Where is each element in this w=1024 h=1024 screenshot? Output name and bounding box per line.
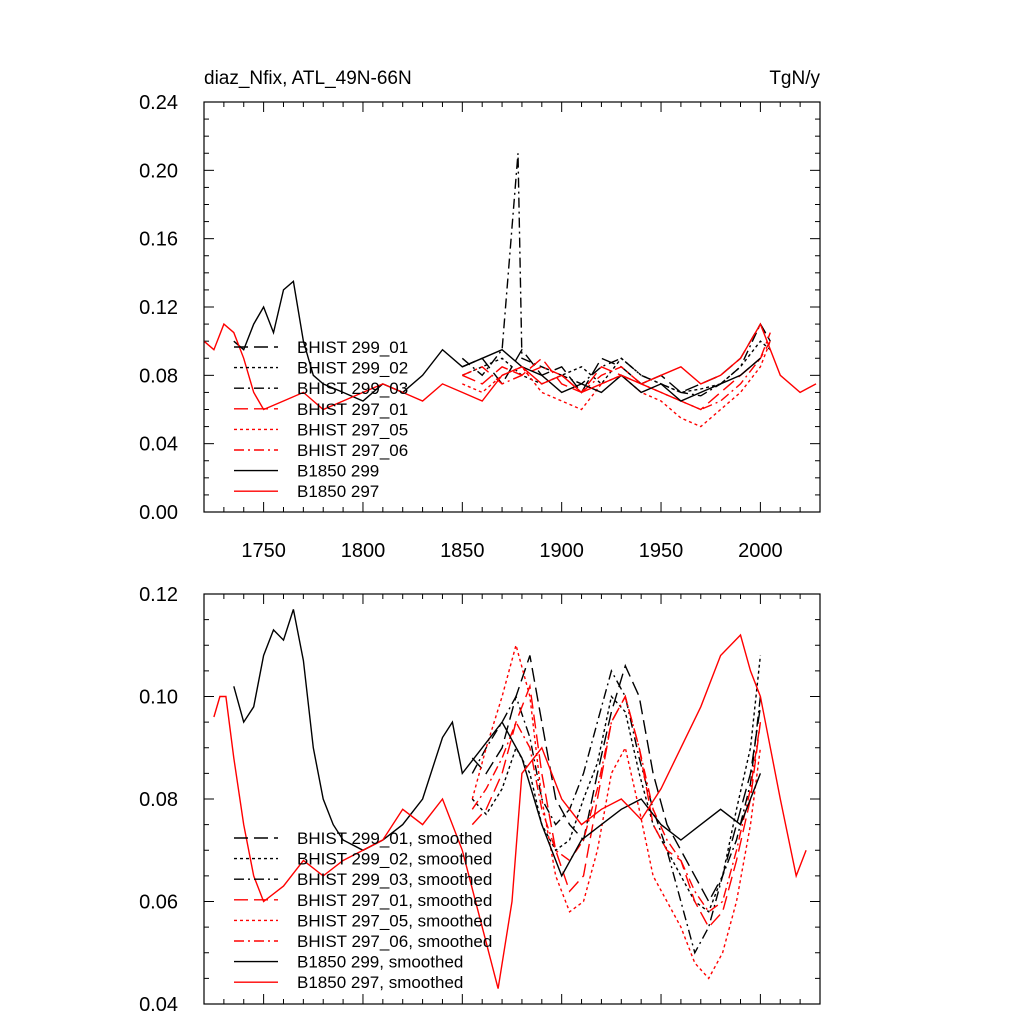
bottom-plot-frame [203, 593, 821, 1005]
top-legend-label: BHIST 297_06 [297, 441, 408, 460]
top-ytick-label: 0.12 [139, 297, 178, 319]
top-chart-units: TgN/y [769, 68, 820, 89]
top-legend-label: BHIST 297_05 [297, 420, 408, 439]
bottom-legend-label: BHIST 297_05, smoothed [297, 911, 492, 930]
top-series-line-6 [462, 332, 771, 411]
bottom-series-line-7 [233, 609, 762, 878]
bottom-series-line-1 [471, 655, 762, 903]
top-xtick-label: 1950 [639, 540, 684, 562]
top-plot-frame [203, 101, 821, 513]
bottom-series-line-5 [471, 642, 762, 980]
top-series-line-5 [462, 340, 771, 428]
top-legend-label: BHIST 297_01 [297, 400, 408, 419]
top-ytick-label: 0.00 [139, 502, 178, 524]
top-axis-ticks: 1750 1800 1850 1900 1950 2000 0.00 0.04 0.08 0.12… [139, 92, 820, 562]
top-legend-label: B1850 297 [297, 482, 379, 501]
top-ytick-label: 0.08 [139, 365, 178, 387]
top-xtick-label: 1900 [539, 540, 584, 562]
bottom-legend-label: BHIST 299_02, smoothed [297, 850, 492, 869]
bottom-ytick-label: 0.04 [139, 994, 178, 1016]
top-legend-label: BHIST 299_03 [297, 379, 408, 398]
top-series-line-8 [203, 322, 817, 411]
top-xtick-label: 1800 [341, 540, 386, 562]
top-legend-label: BHIST 299_02 [297, 359, 408, 378]
top-series-line-4 [462, 340, 771, 411]
bottom-legend-label: B1850 299, smoothed [297, 953, 463, 972]
bottom-ytick-label: 0.10 [139, 687, 178, 709]
top-chart-title: diaz_Nfix, ATL_49N-66N [204, 68, 412, 89]
top-xtick-label: 1850 [440, 540, 485, 562]
bottom-ytick-label: 0.06 [139, 892, 178, 914]
top-series-line-3 [461, 153, 771, 397]
top-ytick-label: 0.16 [139, 229, 178, 251]
bottom-legend-label: BHIST 299_01, smoothed [297, 829, 492, 848]
bottom-legend: BHIST 299_01, smoothed BHIST 299_02, smoo… [234, 829, 492, 992]
bottom-legend-label: BHIST 297_01, smoothed [297, 891, 492, 910]
top-ytick-label: 0.20 [139, 160, 178, 182]
bottom-axis-ticks: 0.04 0.06 0.08 0.10 0.12 [139, 584, 820, 1016]
top-xtick-label: 1750 [241, 540, 286, 562]
bottom-ytick-label: 0.12 [139, 584, 178, 606]
bottom-series-line-4 [471, 683, 762, 929]
top-ytick-label: 0.24 [139, 92, 178, 114]
bottom-series-group [213, 609, 807, 989]
top-ytick-label: 0.04 [139, 434, 178, 456]
top-series-line-7 [233, 280, 761, 402]
bottom-legend-label: BHIST 297_06, smoothed [297, 932, 492, 951]
bottom-legend-label: BHIST 299_03, smoothed [297, 870, 492, 889]
top-series-line-2 [462, 340, 771, 394]
bottom-series-line-6 [471, 694, 762, 913]
top-legend-label: B1850 299 [297, 462, 379, 481]
top-panel: diaz_Nfix, ATL_49N-66N TgN/y 1750 1800 185… [139, 68, 821, 562]
bottom-series-line-8 [213, 633, 807, 989]
bottom-legend-label: B1850 297, smoothed [297, 973, 463, 992]
top-legend-label: BHIST 299_01 [297, 338, 408, 357]
bottom-panel: 0.04 0.06 0.08 0.10 0.12 BHIST 299_01, smoot… [139, 584, 821, 1016]
bottom-ytick-label: 0.08 [139, 789, 178, 811]
bottom-series-line-3 [471, 669, 762, 955]
top-xtick-label: 2000 [738, 540, 783, 562]
top-series-group [203, 153, 817, 428]
